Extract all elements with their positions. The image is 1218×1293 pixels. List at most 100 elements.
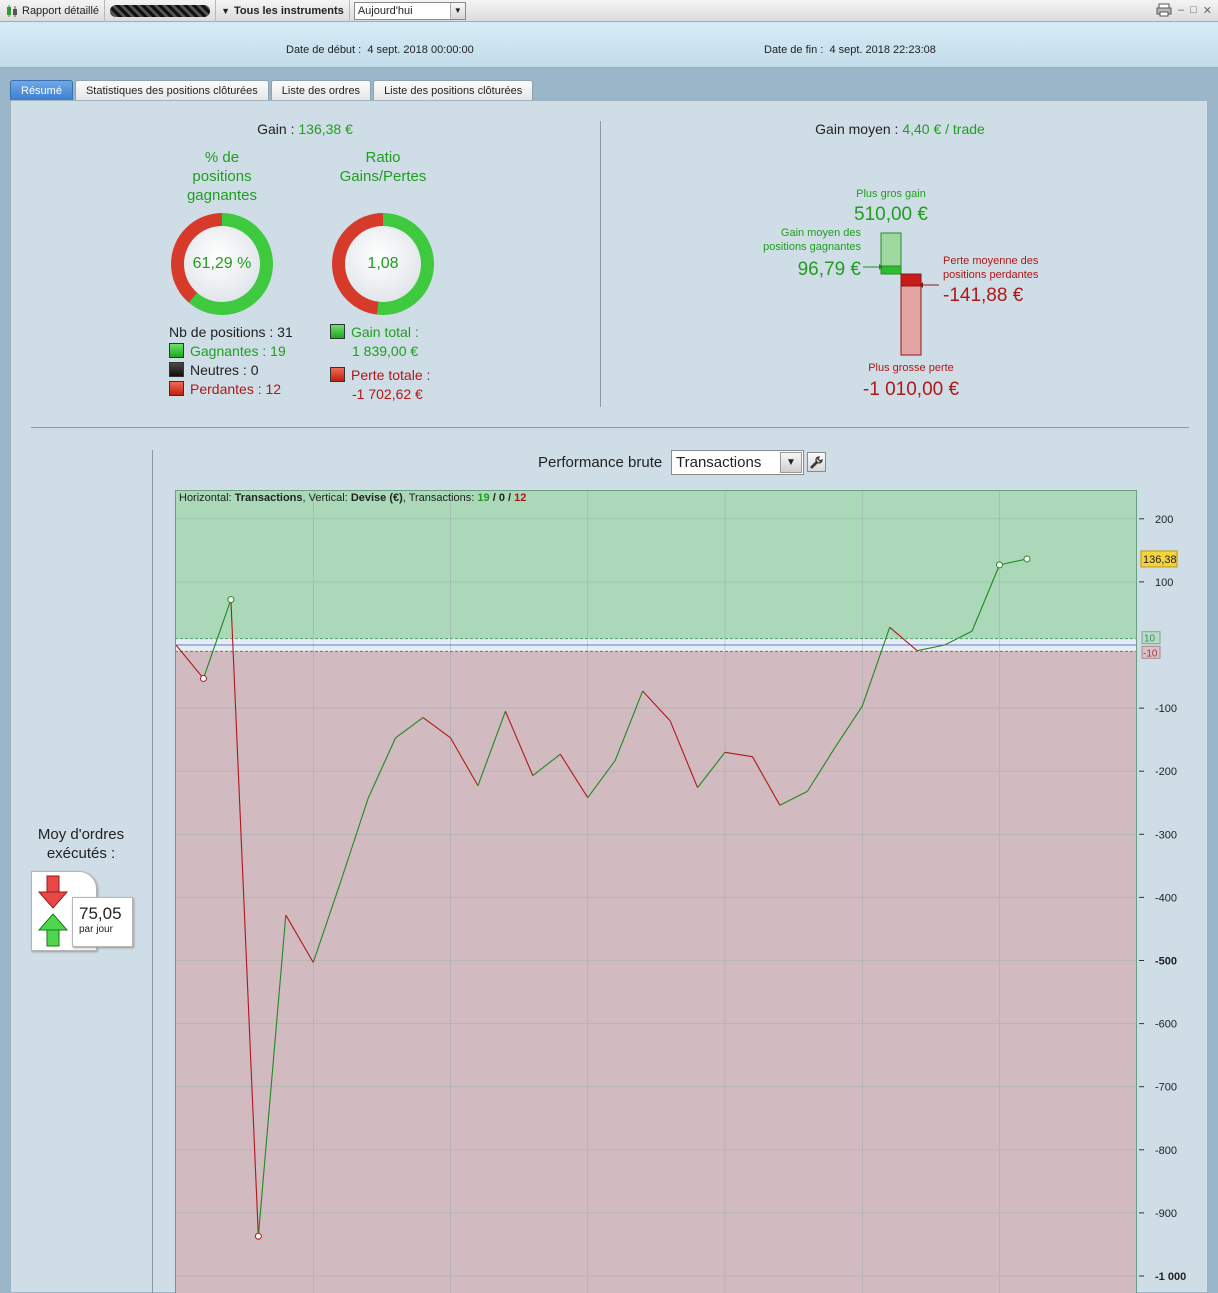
series-segment <box>477 711 506 786</box>
upper-band-label: 10 <box>1144 634 1156 645</box>
lower-band-tag <box>1141 645 1161 659</box>
series-segment <box>202 599 232 679</box>
chart-border <box>175 490 1137 1293</box>
minimize-icon[interactable]: – <box>1178 4 1185 16</box>
y-tick-label: -100 <box>1155 703 1177 715</box>
series-segment <box>587 760 616 799</box>
start-date-value: 4 sept. 2018 00:00:00 <box>367 44 474 56</box>
data-point <box>199 674 207 682</box>
y-tick-label: -700 <box>1155 1082 1177 1094</box>
series-segment <box>450 737 479 786</box>
gain-loss-bars <box>863 232 939 356</box>
tab-summary[interactable]: Résumé <box>10 80 73 100</box>
series-segment <box>559 753 589 798</box>
series-segment <box>889 626 918 652</box>
y-tick-label: -600 <box>1155 1019 1177 1031</box>
biggest-loss-value: -1 010,00 € <box>862 379 960 400</box>
wrench-icon <box>810 455 823 469</box>
loss-zone <box>175 651 1137 1293</box>
series-segment <box>285 914 314 963</box>
positions-legend: Nb de positions : 31 Gagnantes : 19 Neut… <box>169 323 293 399</box>
total-gain: Gain total : <box>330 323 430 342</box>
y-tick-label: -200 <box>1155 766 1177 778</box>
dark-square-icon <box>169 362 184 377</box>
period-select[interactable]: Aujourd'hui ▼ <box>353 1 466 20</box>
biggest-loss-bar <box>900 285 922 356</box>
orders-value: 75,05 <box>79 904 122 923</box>
series-segment <box>697 751 726 788</box>
y-tick-label: 100 <box>1155 577 1173 589</box>
start-date-label: Date de début : <box>286 44 362 56</box>
chart-loss-count: 12 <box>514 492 527 504</box>
avg-loss-value: -141,88 € <box>943 285 1024 306</box>
series-segment <box>504 711 534 776</box>
gain-label: Gain : <box>257 121 295 137</box>
performance-mode-select[interactable]: Transactions ▼ <box>671 450 804 475</box>
average-gain-label: Gain moyen : <box>815 121 899 137</box>
y-tick-label: -500 <box>1155 956 1177 968</box>
biggest-gain-label: Plus gros gain <box>856 188 926 200</box>
instruments-dropdown[interactable]: ▼ Tous les instruments <box>216 0 350 22</box>
account-name-redacted[interactable] <box>105 0 217 22</box>
left-column-divider <box>152 450 153 1293</box>
series-segment <box>312 881 342 963</box>
performance-chart-svg <box>175 490 1137 1293</box>
series-segment <box>861 627 891 707</box>
printer-icon[interactable] <box>1156 3 1172 17</box>
end-date: Date de fin : 4 sept. 2018 22:23:08 <box>764 44 936 56</box>
chevron-down-icon: ▼ <box>780 452 802 473</box>
y-tick-label: -1 000 <box>1155 1271 1186 1283</box>
date-range-bar: Date de début : 4 sept. 2018 00:00:00 Da… <box>0 22 1218 68</box>
report-tabs: Résumé Statistiques des positions clôtur… <box>10 80 534 100</box>
maximize-icon[interactable]: □ <box>1190 4 1197 16</box>
section-divider <box>600 121 601 407</box>
close-icon[interactable]: ✕ <box>1202 4 1212 17</box>
window-controls: – □ ✕ <box>1156 3 1212 17</box>
horizontal-divider <box>31 427 1189 428</box>
tab-closed-positions-stats[interactable]: Statistiques des positions clôturées <box>74 80 269 100</box>
total-loss: Perte totale : <box>330 366 430 385</box>
series-segment <box>230 599 259 1237</box>
series-segment <box>669 720 699 788</box>
series-segment <box>751 756 781 806</box>
tab-closed-positions-list[interactable]: Liste des positions clôturées <box>373 80 534 100</box>
series-segment <box>834 705 863 749</box>
orders-value-box: 75,05 par jour <box>72 897 133 947</box>
chart-info: Horizontal: Transactions, Vertical: Devi… <box>179 492 527 504</box>
series-segment <box>724 751 753 758</box>
data-point <box>996 561 1003 569</box>
series-segment <box>806 747 836 792</box>
series-segment <box>971 564 1001 632</box>
total-loss-value: -1 702,62 € <box>352 386 423 402</box>
series-segment <box>999 558 1028 566</box>
instruments-label: Tous les instruments <box>233 4 344 17</box>
average-gain-heading: Gain moyen : 4,40 € / trade <box>601 121 1199 137</box>
end-date-value: 4 sept. 2018 22:23:08 <box>829 44 936 56</box>
current-value-tag <box>1140 550 1178 568</box>
avg-win-bar <box>880 265 902 275</box>
caret-down-icon: ▼ <box>221 5 230 16</box>
ratio-title: Ratio Gains/Pertes <box>339 149 427 185</box>
end-date-label: Date de fin : <box>764 44 824 56</box>
series-segment <box>944 630 973 646</box>
y-tick-label: 200 <box>1155 514 1173 526</box>
avg-loss-label: Perte moyenne des positions perdantes <box>943 255 1039 281</box>
neutral-count: Neutres : 0 <box>169 361 293 380</box>
summary-panel: Gain : 136,38 € % de positions gagnantes… <box>10 100 1208 1293</box>
report-label: Rapport détaillé <box>22 4 100 17</box>
win-pct-title: % de positions gagnantes <box>186 149 258 204</box>
win-pct-donut: 61,29 % <box>171 213 273 315</box>
data-point <box>227 596 235 604</box>
biggest-gain-value: 510,00 € <box>854 204 928 225</box>
current-value-label: 136,38 <box>1143 554 1177 566</box>
detailed-report-button[interactable]: Rapport détaillé <box>0 0 106 22</box>
average-gain-value: 4,40 € / trade <box>902 121 985 137</box>
series-segment <box>779 790 808 806</box>
losing-count: Perdantes : 12 <box>169 380 293 399</box>
redacted-scribble <box>110 4 211 17</box>
tab-orders-list[interactable]: Liste des ordres <box>270 80 372 100</box>
biggest-gain-bar <box>880 232 902 267</box>
orders-avg-title: Moy d'ordres exécutés : <box>37 826 125 862</box>
chart-settings-button[interactable] <box>807 452 826 472</box>
upper-band-tag <box>1141 631 1161 645</box>
